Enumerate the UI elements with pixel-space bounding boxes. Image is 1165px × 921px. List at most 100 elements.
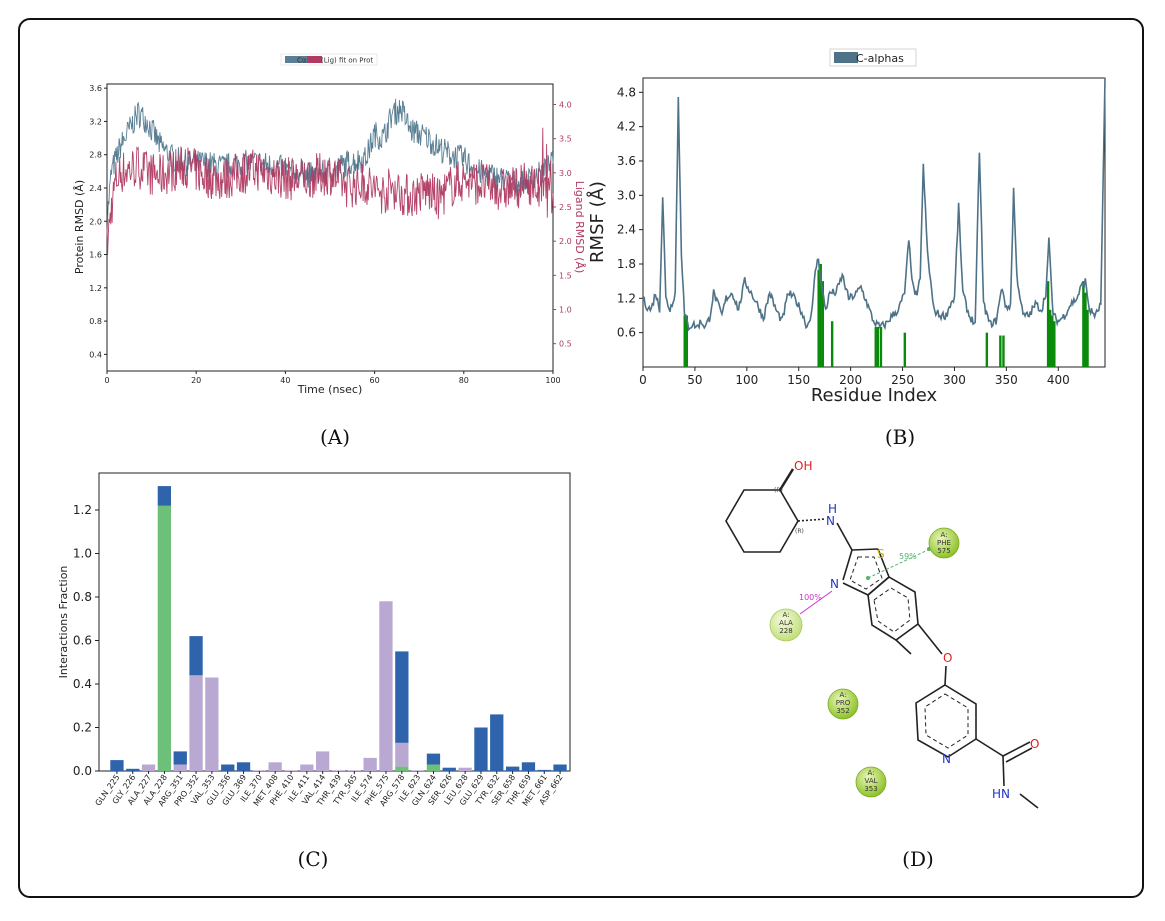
atom-oh: OH	[794, 459, 812, 473]
contact-bar	[876, 326, 880, 367]
rmsd-xtick-label: 0	[104, 376, 109, 385]
hbond-line	[799, 590, 833, 615]
contact-bar	[821, 281, 825, 367]
rmsd-plot-area	[106, 83, 554, 372]
rmsf-xtick-label: 0	[639, 373, 647, 387]
atom-n-pyridine: N	[942, 752, 951, 766]
rmsf-xtick-label: 250	[891, 373, 914, 387]
contact-bar	[879, 326, 883, 367]
contact-bar	[685, 315, 689, 367]
rmsf-ytick-label: 3.6	[617, 154, 636, 168]
residue-ala-228: A: ALA 228	[769, 608, 803, 642]
rmsf-xtick-label: 50	[687, 373, 702, 387]
atom-nh-n: N	[826, 514, 835, 528]
panel-label-a: (A)	[320, 425, 350, 449]
atom-hn: HN	[992, 787, 1010, 801]
residue-chain: A:	[839, 691, 846, 699]
rmsd-xtick-label: 60	[370, 376, 380, 385]
bar-water-bridges	[506, 766, 520, 771]
bar-hydrophobic	[268, 762, 282, 771]
rmsf-xtick-label: 150	[787, 373, 810, 387]
legend-swatch-protein	[285, 56, 307, 63]
bar-hydrophobic	[331, 770, 346, 771]
residue-val-353: A: VAL 353	[855, 766, 887, 798]
rmsd-chart: 0 20 40 60 80 100 0.4 0.8 1.2 1.6 2.0 2.4 2.8 3.2 3.6 0…	[73, 53, 586, 396]
rmsd-y2tick-label: 4.0	[559, 101, 572, 110]
bar-hydrophobic	[173, 764, 187, 771]
pi-interaction-line	[867, 548, 931, 579]
rmsd-ytick-label: 2.4	[89, 184, 102, 193]
rmsd-y2tick-label: 1.5	[559, 271, 572, 280]
contact-bar	[1084, 292, 1087, 367]
pi-centroid	[866, 576, 870, 580]
pyridine-ring	[915, 623, 1039, 809]
bar-hydrophobic	[189, 675, 203, 771]
residue-name: VAL	[864, 777, 877, 785]
bar-water-bridges	[157, 486, 171, 506]
bar-hydrophobic	[395, 742, 409, 767]
bar-hydrophobic	[300, 764, 314, 771]
contact-bar	[1046, 281, 1050, 367]
rmsd-ytick-label: 0.4	[89, 350, 102, 359]
pyridine-aromatic-marks	[924, 693, 969, 749]
rmsd-y2tick-label: 3.0	[559, 169, 572, 178]
atom-o-amide: O	[1030, 737, 1039, 751]
aromatic-marks	[849, 556, 911, 633]
panel-label-b: (B)	[885, 425, 915, 449]
atom-o-ether: O	[943, 651, 952, 665]
bar-water-bridges	[490, 714, 504, 771]
bar-water-bridges	[189, 636, 203, 676]
bar-h-bonds	[395, 766, 409, 771]
rmsf-xtick-label: 100	[735, 373, 758, 387]
bar-h-bonds	[157, 505, 171, 771]
bar-hydrophobic	[347, 770, 361, 771]
bar-water-bridges	[395, 651, 409, 743]
residue-chain: A:	[867, 769, 874, 777]
rmsd-y2label: Ligand RMSD (Å)	[573, 181, 586, 274]
bar-hydrophobic	[316, 751, 330, 771]
rmsf-line	[642, 77, 1106, 332]
stereo-r1: (R)	[774, 487, 783, 494]
bar-h-bonds	[426, 764, 441, 771]
contact-bar	[1051, 315, 1054, 367]
residue-chain: A:	[782, 611, 789, 619]
bond-c-oh	[778, 468, 795, 491]
rmsd-ytick-label: 3.6	[89, 84, 102, 93]
bar-hydrophobic	[379, 601, 393, 771]
bar-water-bridges	[173, 751, 187, 765]
contact-bar	[999, 335, 1002, 367]
rmsd-ylabel: Protein RMSD (Å)	[73, 180, 86, 274]
interaction-label-59: 59%	[899, 552, 917, 561]
rmsf-xtick-label: 350	[995, 373, 1018, 387]
rmsf-xtick-label: 200	[839, 373, 862, 387]
rmsf-ytick-label: 1.8	[617, 257, 636, 271]
interactions-ytick-label: 1.2	[73, 503, 92, 517]
ligand-rmsd-line	[106, 127, 554, 256]
rmsf-legend: C-alphas	[829, 48, 917, 67]
contact-bar	[817, 269, 820, 367]
bar-hydrophobic	[205, 677, 219, 771]
bar-water-bridges	[537, 769, 551, 771]
rmsd-y2tick-label: 2.5	[559, 203, 572, 212]
rmsf-ytick-label: 0.6	[617, 326, 636, 340]
residue-number: 353	[864, 785, 877, 793]
rmsd-ytick-label: 3.2	[89, 117, 102, 126]
residue-chain: A:	[940, 531, 947, 539]
residue-number: 575	[937, 547, 950, 555]
bar-hydrophobic	[252, 770, 266, 771]
rmsf-xtick-label: 400	[1047, 373, 1070, 387]
contact-bar	[1002, 335, 1005, 367]
interactions-ytick-label: 0.4	[73, 677, 92, 691]
rmsf-chart: 0 50 100 150 200 250 300 350 400 0.6 1.2 1.8 2.4 3.0 3…	[586, 48, 1106, 406]
interactions-chart: 0.00.20.40.60.81.01.2GLN_225GLY_226ALA_2…	[57, 472, 571, 808]
contact-bar	[683, 315, 686, 367]
rmsd-xtick-label: 100	[545, 376, 560, 385]
residue-number: 352	[836, 707, 849, 715]
residue-name: PRO	[836, 699, 851, 707]
rmsd-ytick-label: 2.8	[89, 151, 102, 160]
rmsd-y2tick-label: 1.0	[559, 306, 572, 315]
panel-label-c: (C)	[298, 847, 329, 871]
interactions-ytick-label: 0.0	[73, 764, 92, 778]
bar-hydrophobic	[284, 770, 298, 771]
